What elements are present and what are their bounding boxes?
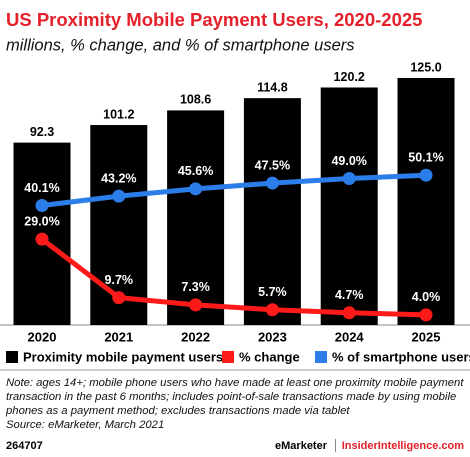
bar-label: 108.6 — [180, 93, 211, 107]
legend-swatch — [315, 351, 327, 363]
bar-label: 101.2 — [103, 107, 134, 121]
x-tick-label: 2024 — [335, 329, 365, 344]
point-label: 4.7% — [335, 288, 364, 302]
line — [40, 237, 427, 318]
bar-label: 120.2 — [334, 70, 365, 84]
note-block: Note: ages 14+; mobile phone users who h… — [6, 376, 466, 432]
point-label: 49.0% — [331, 154, 366, 168]
chart-subtitle: millions, % change, and % of smartphone … — [6, 36, 355, 54]
site: InsiderIntelligence.com — [341, 440, 464, 452]
point-label: 7.3% — [181, 280, 210, 294]
legend-label: % of smartphone users — [332, 349, 470, 364]
x-tick-label: 2025 — [412, 329, 441, 344]
chart-id: 264707 — [6, 440, 43, 452]
point-label: 9.7% — [105, 273, 134, 287]
bar — [167, 110, 225, 325]
divider — [335, 439, 336, 452]
legend-label: % change — [239, 349, 300, 364]
point — [342, 172, 356, 186]
x-tick-label: 2022 — [181, 329, 210, 344]
point — [265, 303, 279, 317]
legend-label: Proximity mobile payment users — [23, 349, 223, 364]
point — [35, 198, 49, 212]
footer: 264707 eMarketer InsiderIntelligence.com — [0, 437, 470, 457]
point-label: 50.1% — [408, 150, 443, 164]
point-label: 4.0% — [412, 290, 441, 304]
bar-label: 125.0 — [410, 60, 441, 74]
legend-swatch — [6, 351, 18, 363]
point-label: 5.7% — [258, 285, 287, 299]
brand: eMarketer — [275, 440, 327, 452]
chart: US Proximity Mobile Payment Users, 2020-… — [0, 9, 470, 371]
point — [265, 176, 279, 190]
point — [342, 306, 356, 320]
point — [419, 168, 433, 182]
bar-label: 114.8 — [257, 80, 288, 94]
x-tick-label: 2021 — [104, 329, 133, 344]
point — [189, 182, 203, 196]
legend-swatch — [222, 351, 234, 363]
line — [41, 172, 427, 208]
point-label: 43.2% — [101, 171, 136, 185]
point-label: 40.1% — [24, 181, 59, 195]
bar-label: 92.3 — [30, 125, 54, 139]
x-tick-label: 2020 — [28, 329, 57, 344]
bar — [320, 87, 378, 325]
point-label: 47.5% — [255, 158, 290, 172]
point-label: 29.0% — [24, 214, 59, 228]
point — [419, 308, 433, 322]
x-tick-label: 2023 — [258, 329, 287, 344]
source: Source: eMarketer, March 2021 — [6, 419, 165, 431]
chart-title: US Proximity Mobile Payment Users, 2020-… — [6, 9, 422, 30]
point — [189, 298, 203, 312]
bar — [243, 98, 301, 325]
bar — [397, 78, 455, 325]
point — [112, 291, 126, 305]
point — [112, 189, 126, 203]
point-label: 45.6% — [178, 164, 213, 178]
point — [35, 232, 49, 246]
note: Note: ages 14+; mobile phone users who h… — [6, 377, 464, 417]
